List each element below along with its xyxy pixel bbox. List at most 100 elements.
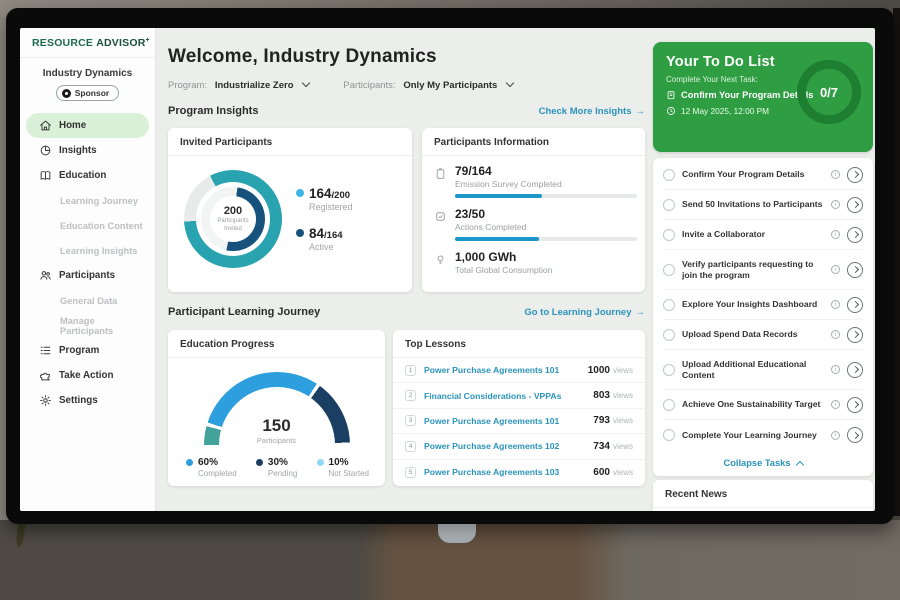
task-row[interactable]: Explore Your Insights Dashboard <box>663 290 863 320</box>
sidebar-item-label: Participants <box>59 270 116 281</box>
sidebar-item-manage-participants[interactable]: Manage Participants <box>26 313 149 338</box>
chevron-right-icon[interactable] <box>847 166 863 183</box>
gauge-center: 150 Participants <box>204 416 350 445</box>
lesson-link[interactable]: Financial Considerations - VPPAs <box>424 390 562 401</box>
lesson-rank: 3 <box>405 415 416 427</box>
lesson-views: 1000 <box>587 364 610 376</box>
todo-next-task[interactable]: Confirm Your Program Details <box>666 90 861 100</box>
chevron-right-icon[interactable] <box>847 196 863 213</box>
lightbulb-icon <box>434 253 447 266</box>
sidebar-item-participants[interactable]: Participants <box>26 263 149 288</box>
views-suffix: views <box>612 467 633 477</box>
task-label: Upload Additional Educational Content <box>682 359 807 380</box>
legend-dot-pending <box>255 459 263 466</box>
link-label: Check More Insights <box>538 105 632 117</box>
go-to-learning-journey-link[interactable]: Go to Learning Journey → <box>524 307 645 318</box>
sidebar-nav: Home Insights Education Learning Journey… <box>20 113 155 413</box>
monitor-stand <box>438 521 476 543</box>
task-row[interactable]: Complete Your Learning Journey <box>663 420 863 450</box>
chevron-right-icon[interactable] <box>847 261 863 278</box>
task-checkbox[interactable] <box>663 328 675 341</box>
lesson-rank: 1 <box>405 364 416 376</box>
task-row[interactable]: Upload Spend Data Records <box>663 320 863 350</box>
stat-value: 79/164 <box>455 164 492 178</box>
info-icon[interactable] <box>831 330 840 339</box>
task-checkbox[interactable] <box>663 398 675 411</box>
task-checkbox[interactable] <box>663 228 675 241</box>
participants-filter[interactable]: Participants: Only My Participants <box>343 78 515 91</box>
program-insights-header: Program Insights Check More Insights → <box>168 105 645 117</box>
sponsor-icon <box>61 88 71 98</box>
chevron-right-icon[interactable] <box>847 361 863 378</box>
link-label: Go to Learning Journey <box>524 306 632 318</box>
task-checkbox[interactable] <box>663 429 675 441</box>
sidebar-divider <box>20 57 155 58</box>
program-filter[interactable]: Program: Industrialize Zero <box>168 78 311 91</box>
task-checkbox[interactable] <box>663 298 675 311</box>
sidebar-item-label: General Data <box>60 295 118 306</box>
lesson-link[interactable]: Power Purchase Agreements 101 <box>424 415 560 426</box>
task-row[interactable]: Send 50 Invitations to Participants <box>663 190 863 220</box>
invited-participants-card: Invited Participants 200 Participants In… <box>168 128 412 292</box>
lesson-link[interactable]: Power Purchase Agreements 101 <box>424 365 560 376</box>
collapse-tasks-button[interactable]: Collapse Tasks <box>663 450 863 476</box>
check-more-insights-link[interactable]: Check More Insights → <box>539 106 645 117</box>
home-icon <box>39 119 52 132</box>
legend-total: /200 <box>331 190 351 201</box>
task-row[interactable]: Confirm Your Program Details <box>663 160 863 190</box>
task-checkbox[interactable] <box>663 168 675 181</box>
section-title: Program Insights <box>168 105 259 117</box>
info-icon[interactable] <box>831 430 840 440</box>
sidebar-item-program[interactable]: Program <box>26 338 149 363</box>
gauge-wrap: 150 Participants <box>168 372 385 445</box>
info-icon[interactable] <box>831 170 840 179</box>
task-row[interactable]: Upload Additional Educational Content <box>663 350 863 390</box>
info-icon[interactable] <box>831 230 840 239</box>
page-title: Welcome, Industry Dynamics <box>168 46 437 67</box>
legend-dot-not-started <box>316 459 324 466</box>
lesson-link[interactable]: Power Purchase Agreements 103 <box>424 467 560 478</box>
chevron-right-icon[interactable] <box>847 396 863 413</box>
participants-filter-label: Participants: <box>343 80 396 91</box>
sidebar-item-take-action[interactable]: Take Action <box>26 363 149 388</box>
task-row[interactable]: Verify participants requesting to join t… <box>663 250 863 290</box>
collapse-tasks-label: Collapse Tasks <box>723 458 791 468</box>
lesson-link[interactable]: Power Purchase Agreements 102 <box>424 441 560 452</box>
task-checkbox[interactable] <box>663 198 675 211</box>
sidebar-item-education[interactable]: Education <box>26 163 149 188</box>
chevron-right-icon[interactable] <box>847 427 863 443</box>
sidebar-item-general-data[interactable]: General Data <box>26 288 149 313</box>
sidebar-item-insights[interactable]: Insights <box>26 138 149 163</box>
info-icon[interactable] <box>831 265 840 274</box>
task-row[interactable]: Invite a Collaborator <box>663 220 863 250</box>
task-label: Invite a Collaborator <box>682 229 766 240</box>
sidebar-item-learning-insights[interactable]: Learning Insights <box>26 238 149 263</box>
program-filter-label: Program: <box>168 80 208 91</box>
sidebar-item-learning-journey[interactable]: Learning Journey <box>26 188 149 213</box>
chevron-right-icon[interactable] <box>847 326 863 343</box>
info-icon[interactable] <box>831 300 840 309</box>
task-label: Explore Your Insights Dashboard <box>682 299 818 310</box>
info-icon[interactable] <box>831 365 840 374</box>
info-icon[interactable] <box>831 400 840 409</box>
legend-pending: 30% Pending <box>255 457 297 478</box>
invited-legend: 164/200 Registered 84/164 Active <box>296 186 353 252</box>
stat-label: Total Global Consumption <box>455 265 553 275</box>
legend-completed: 60% Completed <box>186 457 237 478</box>
sidebar-item-label: Learning Journey <box>60 195 139 206</box>
task-checkbox[interactable] <box>663 263 675 276</box>
sponsor-badge[interactable]: Sponsor <box>55 85 120 101</box>
sidebar-item-education-content[interactable]: Education Content <box>26 213 149 238</box>
education-progress-legend: 60% Completed 30% Pending 10% Not Starte… <box>168 445 385 478</box>
sidebar-item-home[interactable]: Home <box>26 113 149 138</box>
puzzle-icon <box>39 369 52 382</box>
sidebar-item-settings[interactable]: Settings <box>26 388 149 413</box>
sidebar-item-label: Take Action <box>59 370 114 381</box>
chevron-right-icon[interactable] <box>847 296 863 313</box>
info-icon[interactable] <box>831 200 840 209</box>
task-checkbox[interactable] <box>663 363 675 376</box>
chevron-right-icon[interactable] <box>847 226 863 243</box>
stat-label: Actions Completed <box>455 222 527 232</box>
task-row[interactable]: Achieve One Sustainability Target <box>663 390 863 420</box>
task-label: Confirm Your Program Details <box>682 169 805 180</box>
